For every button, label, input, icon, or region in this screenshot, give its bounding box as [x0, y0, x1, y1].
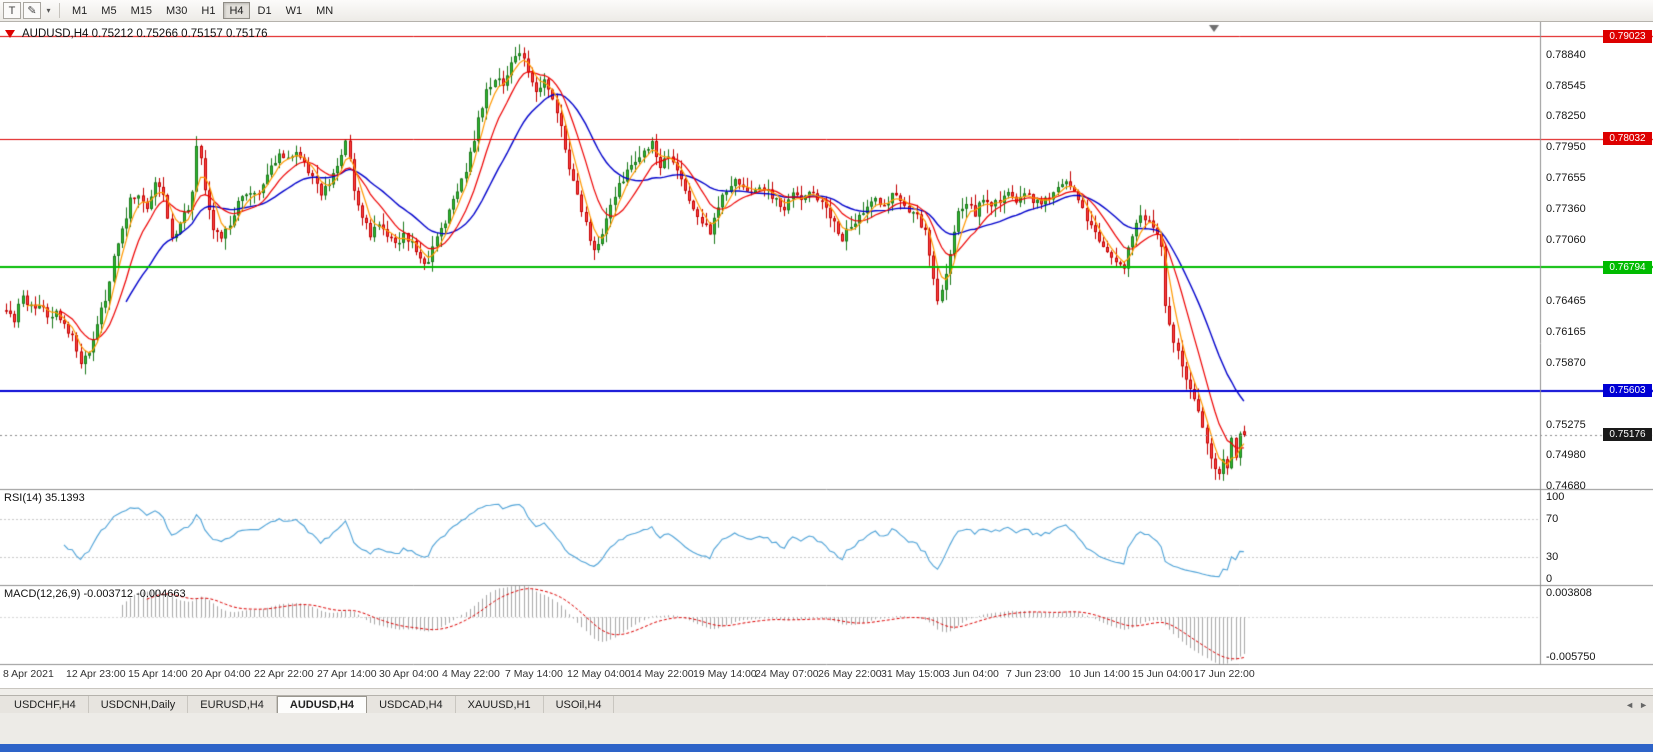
macd-label: MACD(12,26,9) -0.003712 -0.004663 — [4, 588, 186, 600]
chart-tab-xauusd-h1[interactable]: XAUUSD,H1 — [456, 696, 544, 713]
x-axis-label: 3 Jun 04:00 — [944, 668, 999, 680]
timeframe-button-m30[interactable]: M30 — [165, 4, 188, 17]
timeframe-button-w1[interactable]: W1 — [285, 4, 303, 17]
y-axis-tick: 0.77360 — [1546, 202, 1586, 215]
price-level-badge: 0.75603 — [1603, 384, 1652, 398]
chart-tab-usdcnh-daily[interactable]: USDCNH,Daily — [89, 696, 189, 713]
chart-hscrollbar[interactable] — [0, 688, 1653, 695]
chart-tabs-bar: USDCHF,H4 USDCNH,Daily EURUSD,H4 AUDUSD,H4 U… — [0, 695, 1653, 713]
y-axis-tick: 0.78545 — [1546, 79, 1586, 92]
timeframe-button-m5[interactable]: M5 — [101, 4, 117, 17]
timeframe-button-mn[interactable]: MN — [316, 4, 334, 17]
timeframe-buttons: M1 M5 M15 M30 H1 H4 D1 W1 MN — [65, 2, 340, 19]
toolbar-separator — [59, 3, 60, 18]
x-axis-label: 31 May 15:00 — [881, 668, 945, 680]
current-price-badge: 0.75176 — [1603, 428, 1652, 442]
chevron-down-icon[interactable]: ▾ — [46, 6, 51, 15]
chart-tab-eurusd-h4[interactable]: EURUSD,H4 — [188, 696, 277, 713]
chart-tab-usdchf-h4[interactable]: USDCHF,H4 — [2, 696, 89, 713]
rsi-axis-label: 100 — [1546, 491, 1565, 503]
x-axis-label: 15 Jun 04:00 — [1132, 668, 1193, 680]
y-axis-tick: 0.76465 — [1546, 295, 1586, 308]
x-axis-label: 7 May 14:00 — [505, 668, 563, 680]
y-axis-tick: 0.75275 — [1546, 418, 1586, 431]
x-axis-label: 26 May 22:00 — [818, 668, 882, 680]
y-axis-tick: 0.75870 — [1546, 357, 1586, 370]
timeframe-button-h4[interactable]: H4 — [223, 2, 250, 19]
timeframe-button-h1[interactable]: H1 — [201, 4, 216, 17]
top-toolbar: T ✎ ▾ M1 M5 M15 M30 H1 H4 D1 W1 MN — [0, 0, 1653, 22]
chart-tab-usdcad-h4[interactable]: USDCAD,H4 — [367, 696, 456, 713]
y-axis-tick: 0.77060 — [1546, 233, 1586, 246]
y-axis-tick: 0.74980 — [1546, 449, 1586, 462]
price-level-badge: 0.79023 — [1603, 29, 1652, 43]
timeframe-button-m15[interactable]: M15 — [130, 4, 152, 17]
chart-title-row: AUDUSD,H4 0.75212 0.75266 0.75157 0.7517… — [5, 28, 268, 40]
y-axis-tick: 0.78250 — [1546, 110, 1586, 123]
y-axis-tick: 0.76165 — [1546, 326, 1586, 339]
rsi-label: RSI(14) 35.1393 — [4, 492, 85, 504]
price-chart-canvas[interactable] — [0, 22, 1653, 688]
y-axis-tick: 0.78840 — [1546, 49, 1586, 62]
chart-tab-audusd-h4[interactable]: AUDUSD,H4 — [276, 696, 368, 713]
tab-scroll-right-icon[interactable]: ► — [1639, 699, 1648, 710]
x-axis-label: 30 Apr 04:00 — [379, 668, 439, 680]
x-axis-label: 8 Apr 2021 — [3, 668, 54, 680]
chart-title: AUDUSD,H4 0.75212 0.75266 0.75157 0.7517… — [22, 28, 268, 40]
x-axis-label: 4 May 22:00 — [442, 668, 500, 680]
red-down-arrow-icon — [5, 30, 15, 38]
macd-scale-top: 0.003808 — [1546, 587, 1592, 599]
chart-tabs: USDCHF,H4 USDCNH,Daily EURUSD,H4 AUDUSD,H4 U… — [2, 696, 615, 713]
y-axis-tick: 0.74680 — [1546, 480, 1586, 493]
chart-window: AUDUSD,H4 0.75212 0.75266 0.75157 0.7517… — [0, 22, 1653, 688]
rsi-axis-label: 30 — [1546, 550, 1559, 563]
x-axis-label: 10 Jun 14:00 — [1069, 668, 1130, 680]
y-axis-tick: 0.77655 — [1546, 172, 1586, 184]
x-axis-label: 27 Apr 14:00 — [317, 668, 377, 680]
x-axis-label: 19 May 14:00 — [693, 668, 757, 680]
x-axis-label: 20 Apr 04:00 — [191, 668, 251, 680]
x-axis-label: 14 May 22:00 — [630, 668, 694, 680]
x-axis-label: 12 May 04:00 — [567, 668, 631, 680]
x-axis-label: 15 Apr 14:00 — [128, 668, 188, 680]
price-level-badge: 0.76794 — [1603, 260, 1652, 274]
price-level-badge: 0.78032 — [1603, 132, 1652, 146]
status-bar — [0, 713, 1653, 744]
x-axis-label: 12 Apr 23:00 — [66, 668, 126, 680]
rsi-axis-label: 70 — [1546, 512, 1559, 525]
rsi-axis-label: 0 — [1546, 573, 1553, 585]
macd-scale-bottom: -0.005750 — [1546, 651, 1596, 663]
x-axis-label: 17 Jun 22:00 — [1194, 668, 1255, 680]
chart-tab-usoil-h4[interactable]: USOil,H4 — [544, 696, 615, 713]
x-axis-label: 24 May 07:00 — [755, 668, 819, 680]
draw-tool-button[interactable]: ✎ — [23, 2, 41, 19]
x-axis-label: 7 Jun 23:00 — [1006, 668, 1061, 680]
templates-button[interactable]: T — [3, 2, 21, 19]
timeframe-button-m1[interactable]: M1 — [72, 4, 88, 17]
x-axis-label: 22 Apr 22:00 — [254, 668, 314, 680]
timeframe-button-d1[interactable]: D1 — [257, 4, 272, 17]
y-axis-tick: 0.77950 — [1546, 141, 1586, 154]
tab-scroll-arrows: ◄ ► — [1625, 696, 1648, 713]
bottom-blue-bar — [0, 744, 1653, 752]
tab-scroll-left-icon[interactable]: ◄ — [1625, 699, 1635, 710]
